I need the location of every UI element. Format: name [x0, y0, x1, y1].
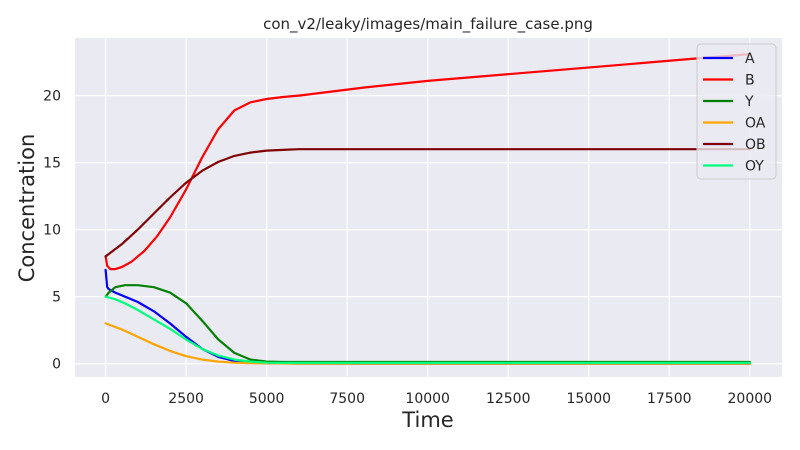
legend-label: OB	[745, 137, 766, 153]
y-axis-label: Concentration	[15, 134, 39, 283]
y-tick-label: 20	[43, 89, 61, 105]
x-tick-label: 10000	[405, 391, 450, 407]
y-tick-label: 0	[52, 357, 61, 373]
x-tick-label: 17500	[647, 391, 692, 407]
x-axis-label: Time	[401, 408, 453, 432]
chart-title: con_v2/leaky/images/main_failure_case.pn…	[263, 15, 593, 34]
x-tick-label: 2500	[168, 391, 204, 407]
x-tick-label: 15000	[566, 391, 611, 407]
x-tick-label: 20000	[728, 391, 773, 407]
x-tick-label: 5000	[249, 391, 285, 407]
legend-box	[696, 43, 777, 180]
x-tick-label: 0	[101, 391, 110, 407]
series-line-oy	[104, 295, 751, 364]
x-tick-label: 12500	[486, 391, 531, 407]
legend-label: Y	[744, 94, 754, 110]
legend-label: B	[745, 73, 755, 89]
series-line-b	[104, 53, 751, 271]
y-tick-label: 10	[43, 223, 61, 239]
y-tick-label: 5	[52, 290, 61, 306]
x-tick-label: 7500	[329, 391, 365, 407]
legend-label: A	[745, 51, 755, 67]
plot-area	[75, 38, 782, 377]
y-tick-label: 15	[43, 156, 61, 172]
series-line-ob	[104, 148, 751, 258]
legend-label: OY	[745, 159, 764, 175]
legend-label: OA	[745, 116, 766, 132]
